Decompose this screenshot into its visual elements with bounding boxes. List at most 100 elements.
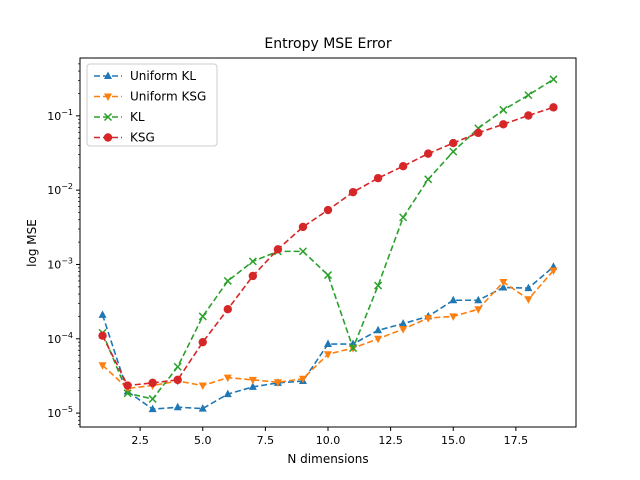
data-point [98, 310, 107, 318]
data-point [323, 271, 333, 280]
data-point [449, 147, 458, 156]
legend-marker [104, 71, 112, 79]
data-point [499, 105, 508, 114]
data-point [123, 381, 132, 390]
data-point [273, 245, 283, 254]
data-point [374, 281, 383, 290]
series-kl [98, 75, 558, 403]
data-point [449, 313, 458, 321]
data-point [248, 376, 257, 385]
data-point [524, 283, 533, 292]
data-point [449, 295, 458, 304]
legend-marker [104, 93, 112, 101]
data-point [148, 394, 157, 403]
data-point [549, 75, 558, 84]
data-point [398, 162, 408, 171]
y-axis-label: log MSE [25, 219, 39, 267]
x-axis-label: N dimensions [287, 452, 368, 466]
legend-item: KL [94, 110, 145, 124]
data-point [424, 175, 433, 184]
series-ksg [98, 103, 558, 390]
data-point [524, 296, 533, 304]
data-point [148, 404, 157, 413]
data-point [524, 91, 533, 100]
data-point [173, 375, 182, 385]
data-point [198, 382, 207, 391]
y-axis: 10−5 10−4 10−3 10−2 10−1 [47, 63, 80, 425]
legend-label: KSG [130, 131, 155, 145]
data-point [248, 257, 257, 266]
data-point [449, 138, 458, 148]
data-point [298, 247, 307, 256]
data-point [399, 326, 408, 334]
data-point [499, 282, 508, 291]
series-line [101, 266, 554, 410]
data-point [549, 103, 558, 112]
legend-label: KL [130, 110, 145, 124]
x-axis: 2.5 5.0 7.5 10.0 12.5 15.0 17.5 [131, 427, 528, 447]
data-point [198, 337, 207, 347]
data-point [198, 312, 207, 321]
data-point [173, 362, 182, 371]
data-point [348, 187, 358, 197]
data-point [223, 374, 232, 383]
x-tick-label: 2.5 [131, 434, 149, 447]
legend-marker [103, 133, 113, 142]
data-point [223, 389, 232, 398]
y-tick-label: 10−5 [47, 405, 73, 420]
data-point [399, 213, 408, 222]
data-point [198, 404, 207, 412]
data-point [549, 267, 558, 275]
series-uniform-ksg [98, 267, 558, 393]
series-line [102, 269, 555, 390]
data-point [524, 111, 533, 120]
series-uniform-kl [98, 262, 558, 413]
data-point [499, 279, 508, 287]
data-point [98, 362, 107, 370]
data-point [374, 325, 383, 334]
data-point [373, 173, 383, 183]
data-point [424, 315, 433, 323]
legend: Uniform KL Uniform KSG KL KSG [86, 63, 218, 147]
legend-item: KSG [94, 131, 155, 145]
legend-item: Uniform KSG [94, 90, 206, 104]
data-point [173, 402, 182, 411]
x-tick-label: 5.0 [194, 434, 212, 447]
data-point [273, 379, 282, 387]
legend-label: Uniform KSG [130, 90, 206, 104]
data-point [324, 339, 332, 348]
x-tick-label: 17.5 [504, 434, 529, 447]
data-point [349, 344, 358, 353]
plot-area [98, 75, 558, 413]
y-tick-label: 10−2 [47, 182, 73, 197]
data-point [98, 331, 107, 340]
y-tick-label: 10−1 [47, 108, 73, 123]
data-point [424, 149, 433, 158]
y-tick-label: 10−3 [47, 256, 73, 271]
legend-marker [103, 112, 113, 122]
legend-item: Uniform KL [94, 69, 196, 83]
legend-box [86, 63, 218, 147]
data-point [324, 351, 332, 359]
x-tick-label: 15.0 [441, 434, 466, 447]
data-point [148, 378, 157, 388]
y-tick-label: 10−4 [47, 331, 73, 346]
data-point [323, 205, 333, 215]
data-point [298, 222, 308, 232]
data-point [474, 306, 483, 314]
data-point [248, 271, 258, 281]
data-point [223, 276, 232, 285]
data-point [123, 389, 132, 398]
x-tick-label: 12.5 [378, 434, 403, 447]
legend-label: Uniform KL [130, 69, 196, 83]
x-tick-label: 7.5 [257, 434, 275, 447]
data-point [499, 120, 508, 129]
data-point [374, 335, 383, 344]
chart-title: Entropy MSE Error [264, 36, 391, 52]
data-point [223, 305, 232, 314]
data-point [474, 295, 483, 304]
data-point [248, 382, 257, 390]
data-point [474, 128, 483, 138]
data-point [399, 319, 408, 327]
